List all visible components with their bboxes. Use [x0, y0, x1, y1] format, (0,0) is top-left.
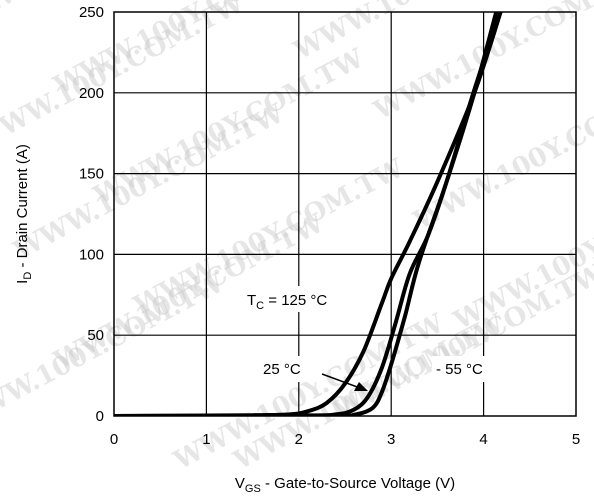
x-tick-label: 2 — [295, 431, 303, 448]
x-tick-label: 0 — [110, 431, 118, 448]
annotation-tc-125: TC = 125 °C — [247, 292, 327, 312]
t25-label-bg — [259, 356, 323, 382]
grid — [114, 12, 576, 416]
x-tick-label: 4 — [479, 431, 487, 448]
y-tick-label: 200 — [79, 85, 104, 102]
series-curves — [114, 12, 503, 416]
y-tick-label: 250 — [79, 4, 104, 21]
x-tick-label: 5 — [572, 431, 580, 448]
annotation-25c: 25 °C — [263, 361, 301, 378]
watermark-text: WWW.100Y.COM.TW — [0, 268, 230, 437]
y-tick-labels: 0 50 100 150 200 250 — [79, 4, 104, 425]
y-axis-title: ID - Drain Current (A) — [14, 144, 34, 284]
x-axis-title: VGS - Gate-to-Source Voltage (V) — [235, 475, 455, 495]
y-tick-label: 0 — [96, 408, 104, 425]
y-tick-label: 100 — [79, 246, 104, 263]
x-tick-labels: 0 1 2 3 4 5 — [110, 431, 580, 448]
tm55-label-bg — [432, 356, 502, 382]
tc-label-bg — [243, 286, 373, 312]
x-tick-label: 3 — [387, 431, 395, 448]
x-tick-label: 1 — [202, 431, 210, 448]
annotation-minus55c: - 55 °C — [436, 361, 483, 378]
series-line-2 — [114, 12, 499, 416]
watermark-text: WWW.100Y.COM.TW — [168, 308, 449, 477]
watermark-layer: WWW.100Y.COM.TWWWW.100Y.COM.TWWWW.100Y.C… — [0, 0, 594, 477]
annotation-arrow-line — [321, 373, 361, 389]
y-tick-label: 50 — [87, 327, 104, 344]
y-tick-label: 150 — [79, 166, 104, 183]
annotation-arrowhead — [354, 382, 368, 391]
